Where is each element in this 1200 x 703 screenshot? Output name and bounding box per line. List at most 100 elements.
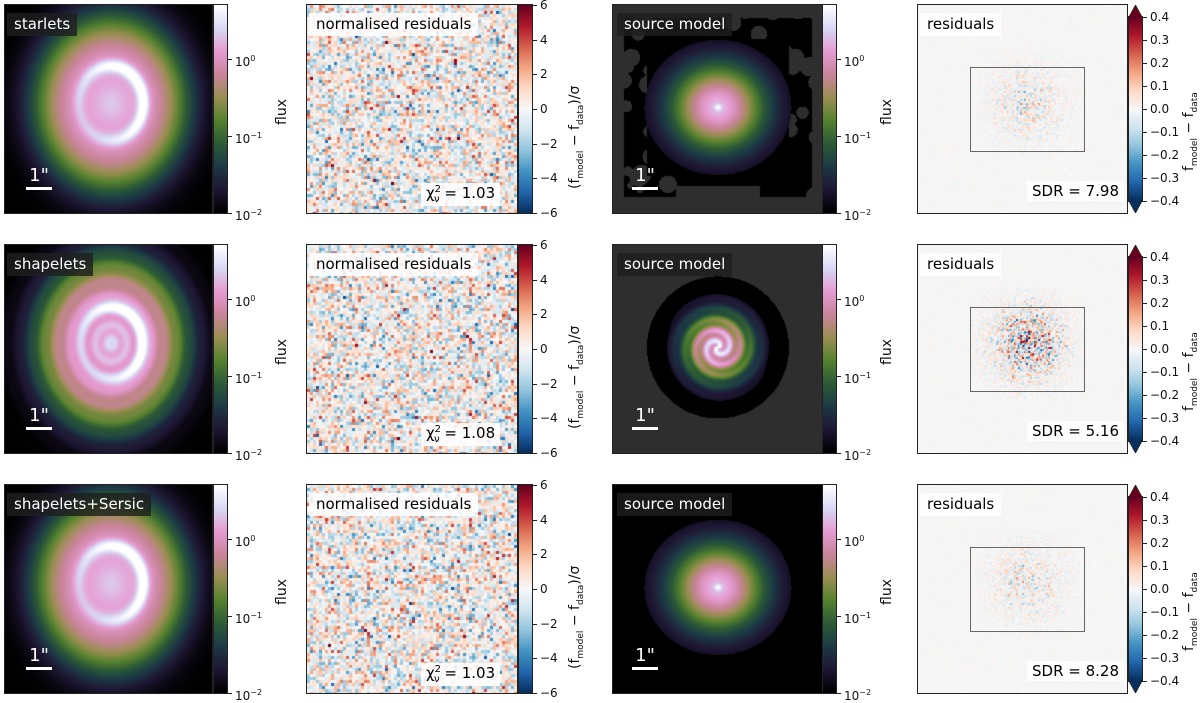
residual-tick-label: −0.2 <box>1150 388 1180 402</box>
tick-mark <box>1143 566 1147 567</box>
extend-min-triangle <box>1129 441 1142 453</box>
tick-mark <box>837 213 841 214</box>
scale-bar-line <box>26 427 52 430</box>
norm-residual-tick-label: −4 <box>540 171 558 186</box>
tick-mark <box>1143 178 1147 179</box>
tick-mark <box>533 589 537 590</box>
data-image-0 <box>4 4 213 214</box>
flux-tick-label: 10−2 <box>844 208 872 223</box>
tick-mark <box>228 453 232 454</box>
tick-mark <box>1143 612 1147 613</box>
tick-mark <box>228 375 232 377</box>
norm-residual-tick-label: −6 <box>540 686 558 700</box>
residual-colorbar <box>1128 256 1143 442</box>
residual-tick-label: −0.3 <box>1150 171 1180 185</box>
tick-mark <box>533 418 537 420</box>
residual-image-1 <box>917 244 1128 454</box>
residual-colorbar-label: fmodel − fdata <box>1181 92 1200 171</box>
tick-mark <box>228 298 232 300</box>
tick-mark <box>533 485 537 486</box>
tick-mark <box>228 58 232 60</box>
norm-residual-tick-label: 2 <box>540 67 548 82</box>
flux-tick-label: 10−1 <box>235 610 263 626</box>
tick-mark <box>1143 326 1147 327</box>
tick-mark <box>533 213 537 214</box>
flux-tick-label: 10−2 <box>235 208 263 223</box>
scale-bar-label: 1" <box>635 645 655 666</box>
zoom-box <box>970 307 1085 392</box>
norm-residual-tick-label: 6 <box>540 478 548 492</box>
norm-residual-tick-label: 2 <box>540 547 548 562</box>
residual-tick-label: −0.4 <box>1150 194 1180 208</box>
flux-colorbar <box>822 244 837 454</box>
tick-mark <box>533 383 537 385</box>
norm-residual-tick-label: −2 <box>540 616 558 631</box>
residual-colorbar-label: fmodel − fdata <box>1181 332 1200 411</box>
tick-mark <box>533 245 537 246</box>
norm-residual-tick-label: 6 <box>540 0 548 12</box>
flux-colorbar-label: flux <box>879 99 895 125</box>
scale-bar: 1" <box>19 165 59 190</box>
tick-mark <box>533 5 537 6</box>
scale-bar-label: 1" <box>29 165 49 186</box>
source-model-image-1 <box>612 244 823 454</box>
tick-mark <box>837 538 841 540</box>
residual-tick-label: 0.1 <box>1150 79 1170 93</box>
norm-residual-tick-label: −4 <box>540 651 558 666</box>
tick-mark <box>1143 441 1147 442</box>
tick-mark <box>1143 543 1147 544</box>
flux-colorbar-label: flux <box>879 339 895 365</box>
norm-residual-tick-label: 4 <box>540 32 548 47</box>
tick-mark <box>1143 17 1147 18</box>
normalised-residual-colorbar <box>518 244 533 454</box>
normalised-residual-colorbar <box>518 484 533 694</box>
tick-mark <box>1143 681 1147 682</box>
extend-min-triangle <box>1129 681 1142 693</box>
tick-mark <box>1143 303 1147 304</box>
tick-mark <box>837 453 841 454</box>
colorbar-extend-min <box>1129 681 1142 693</box>
residual-tick-label: 0.2 <box>1150 536 1170 550</box>
data-image-2 <box>4 484 213 694</box>
diff-panel-title: residuals <box>920 493 1002 516</box>
tick-mark <box>533 658 537 660</box>
normalised-residual-image-0 <box>306 4 518 214</box>
residual-tick-label: 0.3 <box>1150 513 1170 527</box>
residual-colorbar <box>1128 496 1143 682</box>
norm-residual-tick-label: 0 <box>540 102 548 116</box>
scale-bar: 1" <box>19 645 59 670</box>
tick-mark <box>1143 201 1147 202</box>
diff-panel-title: residuals <box>920 13 1002 36</box>
tick-mark <box>533 279 537 281</box>
tick-mark <box>1143 395 1147 396</box>
normalised-residual-image-2 <box>306 484 518 694</box>
tick-mark <box>837 58 841 60</box>
tick-mark <box>1143 63 1147 64</box>
method-label: starlets <box>7 13 78 36</box>
tick-mark <box>1143 497 1147 498</box>
flux-tick-label: 10−2 <box>235 448 263 463</box>
residual-tick-label: 0.4 <box>1150 10 1170 24</box>
residual-image-0 <box>917 4 1128 214</box>
tick-mark <box>533 693 537 694</box>
extend-min-triangle <box>1129 201 1142 213</box>
source-model-image-2 <box>612 484 823 694</box>
flux-tick-label: 100 <box>844 533 865 549</box>
residual-tick-label: 0.0 <box>1150 582 1170 596</box>
tick-mark <box>1143 418 1147 419</box>
tick-mark <box>1143 349 1147 350</box>
tick-mark <box>533 349 537 350</box>
tick-mark <box>837 135 841 137</box>
flux-tick-label: 10−1 <box>235 130 263 146</box>
norm-residual-tick-label: 4 <box>540 272 548 287</box>
flux-tick-label: 10−2 <box>844 688 872 703</box>
sdr-label: SDR = 7.98 <box>1027 181 1124 201</box>
colorbar-extend-max <box>1129 245 1142 257</box>
colorbar-extend-min <box>1129 201 1142 213</box>
residual-tick-label: −0.4 <box>1150 434 1180 448</box>
residual-tick-label: 0.1 <box>1150 559 1170 573</box>
tick-mark <box>1143 280 1147 281</box>
tick-mark <box>1143 86 1147 87</box>
sdr-label: SDR = 8.28 <box>1027 661 1124 681</box>
scale-bar-line <box>632 427 658 430</box>
